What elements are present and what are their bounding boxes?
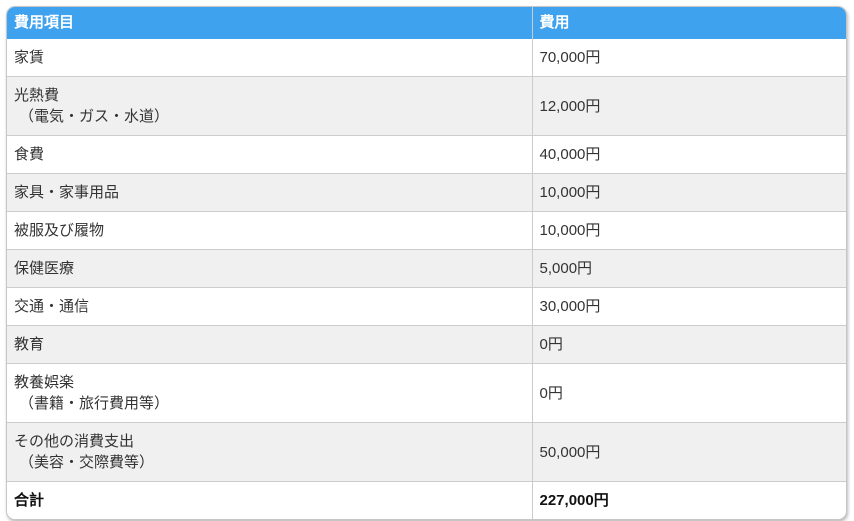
table-row: 教育 0円 [7,325,846,364]
expense-item-label: 教養娯楽 [14,374,75,391]
expense-amount-cell: 12,000円 [532,76,846,136]
expense-item-cell: 家賃 [7,39,533,77]
total-label: 合計 [14,492,45,509]
expense-item-cell: 交通・通信 [7,287,533,326]
expense-item-label: 交通・通信 [14,298,90,315]
column-header-amount: 費用 [532,7,846,39]
column-header-item: 費用項目 [7,7,533,39]
expense-item-label: 保健医療 [14,260,75,277]
table-row: 教養娯楽 （書籍・旅行費用等） 0円 [7,363,846,423]
table-row: 交通・通信 30,000円 [7,287,846,326]
expense-item-cell: 食費 [7,135,533,174]
expense-item-label: その他の消費支出 [14,433,135,450]
expense-item-label: 家具・家事用品 [14,184,120,201]
expense-item-cell: 家具・家事用品 [7,173,533,212]
expense-table-container: 費用項目 費用 家賃 70,000円 光熱費 （電気・ガス・水道） 12,000… [6,6,847,520]
table-row: 食費 40,000円 [7,135,846,174]
expense-table: 費用項目 費用 家賃 70,000円 光熱費 （電気・ガス・水道） 12,000… [7,7,846,519]
table-row: 保健医療 5,000円 [7,249,846,288]
expense-item-label: 教育 [14,336,45,353]
total-label-cell: 合計 [7,481,533,519]
expense-item-label: 被服及び履物 [14,222,105,239]
table-row: 家賃 70,000円 [7,39,846,77]
expense-item-cell: 教育 [7,325,533,364]
expense-amount-cell: 0円 [532,325,846,364]
table-row: 光熱費 （電気・ガス・水道） 12,000円 [7,76,846,136]
expense-item-cell: その他の消費支出 （美容・交際費等） [7,422,533,482]
expense-item-cell: 保健医療 [7,249,533,288]
expense-amount-cell: 30,000円 [532,287,846,326]
expense-item-label: 家賃 [14,49,45,66]
expense-item-label: 光熱費 [14,87,60,104]
expense-amount-cell: 10,000円 [532,211,846,250]
expense-item-label: 食費 [14,146,45,163]
expense-item-cell: 光熱費 （電気・ガス・水道） [7,76,533,136]
expense-item-note: （美容・交際費等） [19,454,155,471]
expense-amount-cell: 50,000円 [532,422,846,482]
table-row: 被服及び履物 10,000円 [7,211,846,250]
total-row: 合計 227,000円 [7,481,846,519]
total-amount-cell: 227,000円 [532,481,846,519]
expense-item-cell: 教養娯楽 （書籍・旅行費用等） [7,363,533,423]
table-row: その他の消費支出 （美容・交際費等） 50,000円 [7,422,846,482]
expense-item-cell: 被服及び履物 [7,211,533,250]
expense-amount-cell: 40,000円 [532,135,846,174]
table-row: 家具・家事用品 10,000円 [7,173,846,212]
expense-amount-cell: 5,000円 [532,249,846,288]
expense-item-note: （書籍・旅行費用等） [19,395,170,412]
expense-amount-cell: 0円 [532,363,846,423]
expense-amount-cell: 10,000円 [532,173,846,212]
expense-item-note: （電気・ガス・水道） [19,108,170,125]
header-row: 費用項目 費用 [7,7,846,39]
expense-amount-cell: 70,000円 [532,39,846,77]
